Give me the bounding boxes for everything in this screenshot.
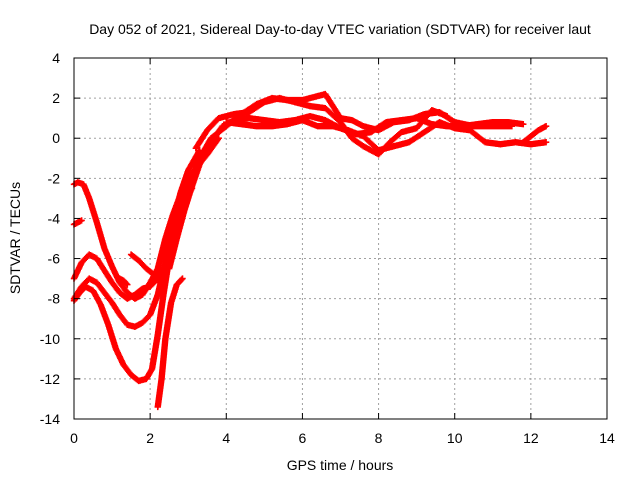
series-track-7	[116, 275, 131, 288]
series-track-13	[520, 122, 550, 146]
x-tick-label: 8	[375, 430, 383, 446]
x-tick-label: 6	[299, 430, 307, 446]
y-tick-label: -4	[48, 210, 61, 226]
x-tick-label: 2	[146, 430, 154, 446]
y-tick-label: 4	[52, 50, 60, 66]
series-track-9	[165, 112, 527, 272]
tick-layer: 0 2 4 6 8 10 12 14 4 2 0 -2 -4 -6 -8 -10 -12 -14	[40, 50, 615, 446]
series-track-11	[192, 94, 451, 158]
y-tick-label: -8	[48, 291, 61, 307]
series-layer	[70, 90, 550, 411]
x-tick-label: 10	[447, 430, 463, 446]
y-tick-label: 2	[52, 90, 60, 106]
x-tick-label: 4	[222, 430, 230, 446]
y-tick-label: 0	[52, 130, 60, 146]
y-tick-label: -6	[48, 251, 61, 267]
chart-title: Day 052 of 2021, Sidereal Day-to-day VTE…	[89, 21, 591, 37]
y-tick-label: -10	[40, 331, 60, 347]
y-tick-label: -14	[40, 411, 60, 427]
y-tick-label: -2	[48, 170, 61, 186]
series-track-12	[223, 116, 550, 154]
series-track-8	[154, 275, 186, 411]
x-tick-label: 12	[523, 430, 539, 446]
series-track-10	[169, 90, 516, 242]
x-tick-label: 0	[70, 430, 78, 446]
series-track-3	[70, 147, 203, 330]
y-tick-label: -12	[40, 371, 60, 387]
x-tick-label: 14	[599, 430, 615, 446]
plot-frame	[73, 57, 608, 420]
y-axis-label: SDTVAR / TECUs	[7, 182, 23, 294]
x-axis-label: GPS time / hours	[287, 457, 394, 473]
series-track-6	[127, 251, 158, 278]
